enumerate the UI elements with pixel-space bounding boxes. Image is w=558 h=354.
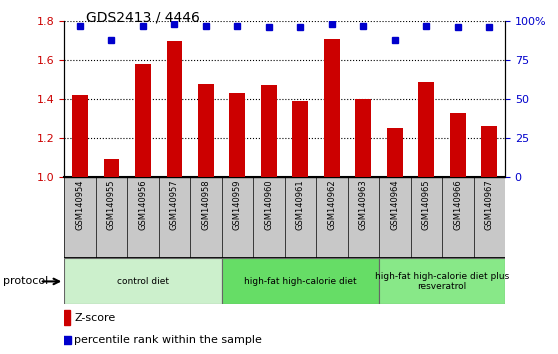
Text: GDS2413 / 4446: GDS2413 / 4446 [86,11,200,25]
Text: GSM140966: GSM140966 [453,179,462,230]
Bar [135,64,151,177]
Bar [482,126,497,177]
Text: GSM140962: GSM140962 [328,179,336,230]
Text: GSM140956: GSM140956 [138,179,147,230]
Bar [450,113,465,177]
Bar [166,41,182,177]
Text: GSM140957: GSM140957 [170,179,179,230]
Bar [72,95,88,177]
FancyBboxPatch shape [222,258,379,304]
Text: protocol: protocol [3,276,48,286]
Bar [198,84,214,177]
Bar [64,310,70,325]
Text: GSM140958: GSM140958 [201,179,210,230]
Bar [229,93,245,177]
Bar [418,81,434,177]
Text: Z-score: Z-score [74,313,116,323]
Text: GSM140959: GSM140959 [233,179,242,230]
Text: GSM140965: GSM140965 [422,179,431,230]
Text: high-fat high-calorie diet: high-fat high-calorie diet [244,277,357,286]
Text: GSM140954: GSM140954 [75,179,84,230]
Text: GSM140963: GSM140963 [359,179,368,230]
FancyBboxPatch shape [64,258,222,304]
Bar [355,99,371,177]
Text: high-fat high-calorie diet plus
resveratrol: high-fat high-calorie diet plus resverat… [375,272,509,291]
Bar [104,159,119,177]
Bar [261,85,277,177]
Text: GSM140961: GSM140961 [296,179,305,230]
Bar [387,128,403,177]
Text: percentile rank within the sample: percentile rank within the sample [74,335,262,346]
Text: GSM140960: GSM140960 [264,179,273,230]
Bar [292,101,308,177]
Text: control diet: control diet [117,277,169,286]
Text: GSM140967: GSM140967 [485,179,494,230]
FancyBboxPatch shape [379,258,505,304]
Text: GSM140964: GSM140964 [390,179,400,230]
Bar [324,39,340,177]
Text: GSM140955: GSM140955 [107,179,116,230]
